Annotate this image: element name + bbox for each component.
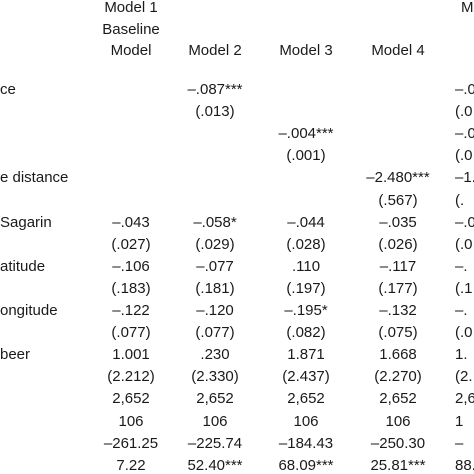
cell: 2,652 <box>112 390 150 408</box>
cell: (.0 <box>455 324 473 342</box>
cell: 106 <box>118 412 144 430</box>
cell: 1.871 <box>287 346 325 364</box>
cell: 88.3 <box>455 456 474 474</box>
cell: –.035 <box>379 213 417 231</box>
column-header: Model 2 <box>188 42 242 59</box>
cell: –2.480*** <box>366 169 430 187</box>
cell: – <box>455 434 464 452</box>
cell: (.077) <box>195 324 235 342</box>
cell: –250.30 <box>370 434 426 452</box>
cell: (.0 <box>455 147 473 165</box>
cell: (.013) <box>195 103 235 121</box>
cell: –.106 <box>112 257 150 275</box>
cell: 1. <box>455 346 468 364</box>
cell: –.044 <box>287 213 325 231</box>
column-header: Model <box>110 42 152 59</box>
cell: –184.43 <box>278 434 334 452</box>
cell: 2,652 <box>287 390 325 408</box>
cell: –.0 <box>455 213 474 231</box>
cell: –.058* <box>193 213 237 231</box>
cell: (.001) <box>286 147 326 165</box>
row-label: ongitude <box>0 302 58 319</box>
cell: –.087*** <box>187 81 243 98</box>
cell: 106 <box>293 412 319 430</box>
cell: –. <box>455 257 468 275</box>
cell: (.177) <box>378 279 418 297</box>
row-label: e distance <box>0 169 69 187</box>
cell: (2. <box>455 368 473 386</box>
cell: –.0 <box>455 125 474 143</box>
cell: (.567) <box>378 191 418 209</box>
cell: –.004*** <box>278 125 334 143</box>
cell: (.0 <box>455 103 473 121</box>
cell: (.026) <box>378 235 418 253</box>
cell: (.027) <box>111 235 151 253</box>
cell: 68.09*** <box>278 456 334 474</box>
cell: 7.22 <box>116 456 146 474</box>
cell: –.120 <box>196 302 234 319</box>
cell: –225.74 <box>187 434 243 452</box>
cell: (.0 <box>455 235 473 253</box>
cell: (.029) <box>195 235 235 253</box>
cell: (. <box>455 191 465 209</box>
cell: (2.212) <box>107 368 155 386</box>
cell: (2.270) <box>374 368 422 386</box>
cell: 1 <box>455 412 464 430</box>
cell: –.077 <box>196 257 234 275</box>
cell: (.028) <box>286 235 326 253</box>
row-label: atitude <box>0 257 46 275</box>
cell: 52.40*** <box>187 456 243 474</box>
column-header: Baseline <box>102 21 160 38</box>
cell: 1.001 <box>112 346 150 364</box>
column-header: Mo <box>461 0 474 16</box>
cell: 1.668 <box>379 346 417 364</box>
cell: 2,652 <box>379 390 417 408</box>
row-label: Sagarin <box>0 213 52 231</box>
cell: (2.330) <box>191 368 239 386</box>
cell: –261.25 <box>103 434 159 452</box>
row-label: ce <box>0 81 16 98</box>
cell: .230 <box>200 346 230 364</box>
cell: .110 <box>291 257 321 275</box>
cell: 25.81*** <box>370 456 426 474</box>
cell: –.122 <box>112 302 150 319</box>
cell: (.183) <box>111 279 151 297</box>
cell: –. <box>455 302 468 319</box>
cell: –.0 <box>455 81 474 98</box>
cell: –.043 <box>112 213 150 231</box>
cell: (.075) <box>378 324 418 342</box>
cell: (.181) <box>195 279 235 297</box>
cell: (.082) <box>286 324 326 342</box>
cell: (.077) <box>111 324 151 342</box>
cell: 106 <box>385 412 411 430</box>
cell: (2.437) <box>282 368 330 386</box>
cell: (.197) <box>286 279 326 297</box>
cell: –1. <box>455 169 474 187</box>
cell: –.195* <box>284 302 328 319</box>
cell: (.1 <box>455 279 473 297</box>
column-header: Model 1 <box>104 0 158 16</box>
cell: –.117 <box>379 257 417 275</box>
row-label: beer <box>0 346 31 364</box>
cell: 2,652 <box>196 390 234 408</box>
column-header: Model 3 <box>279 42 333 59</box>
column-header: Model 4 <box>371 42 425 59</box>
cell: 2,6 <box>455 390 474 408</box>
cell: 106 <box>202 412 228 430</box>
cell: –.132 <box>379 302 417 319</box>
